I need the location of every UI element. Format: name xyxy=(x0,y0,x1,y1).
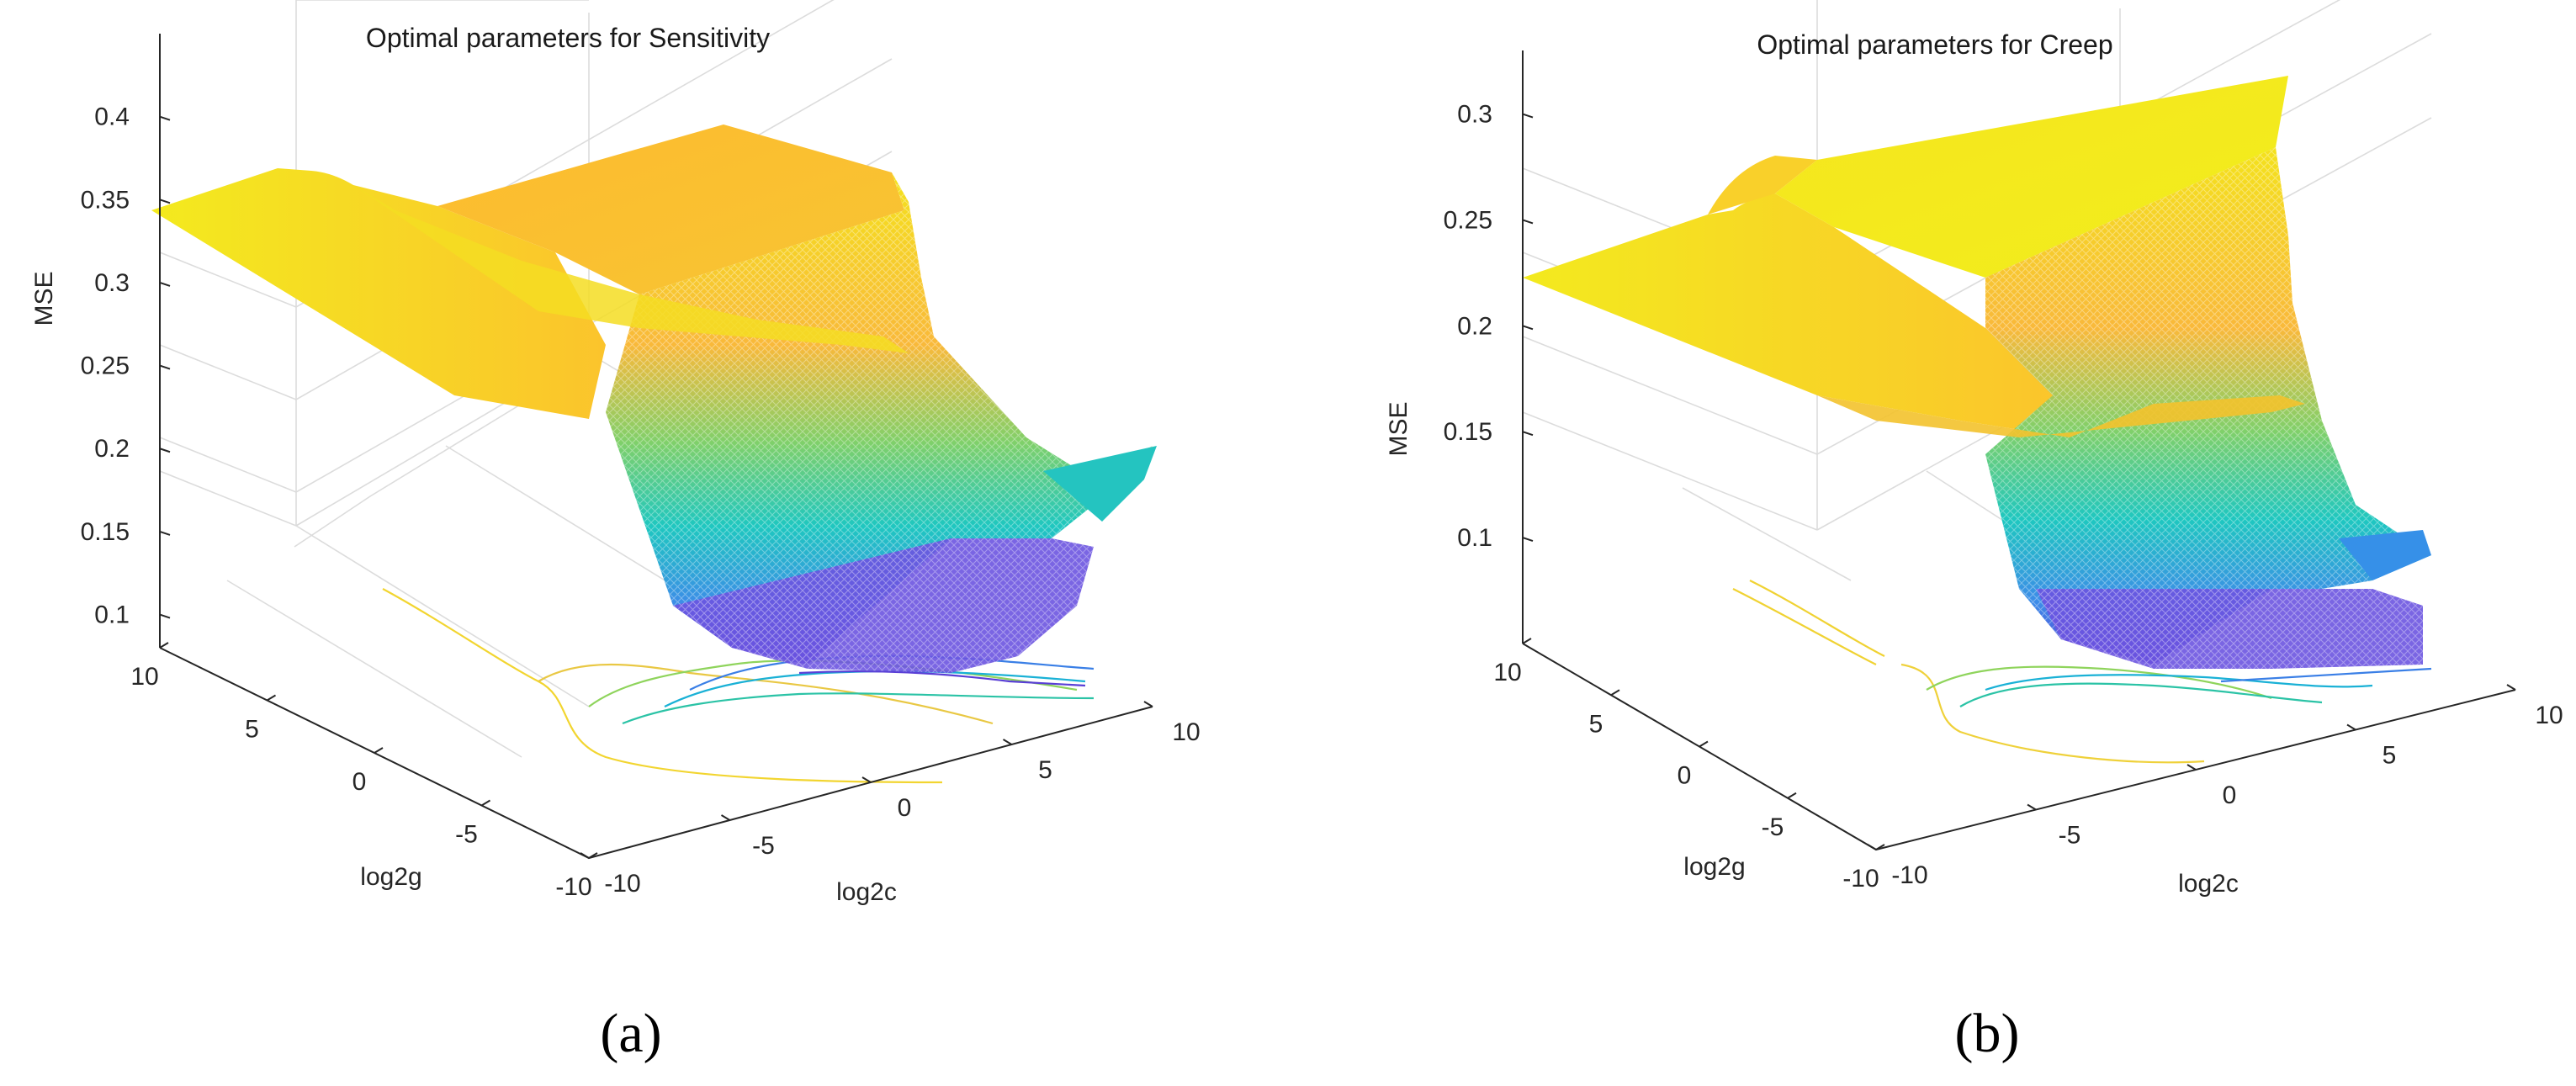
panel-b-xtick-mark xyxy=(2346,723,2356,731)
panel-b-zlabel: MSE xyxy=(1385,401,1413,456)
panel-a-ztick-mark xyxy=(159,448,171,453)
panel-b-ztick-mark xyxy=(1522,325,1534,331)
panel-a-title: Optimal parameters for Sensitivity xyxy=(366,23,770,53)
panel-b: 0.1 0.15 0.2 0.25 0.3 10 5 0 -5 -10 -10 -5 0 5 10 Opti… xyxy=(1385,0,2563,1064)
panel-a-xtick-label: 0 xyxy=(898,794,912,822)
panel-a-xtick-mark xyxy=(1002,739,1013,745)
panel-b-ytick-mark xyxy=(1522,638,1532,644)
panel-a-xtick-label: 5 xyxy=(1038,756,1052,784)
panel-a-xlabel: log2c xyxy=(836,878,897,906)
panel-b-xtick-label: 0 xyxy=(2223,781,2237,809)
panel-a-xtick-label: 10 xyxy=(1172,718,1200,746)
panel-a-zlabel: MSE xyxy=(30,271,58,326)
panel-b-contours xyxy=(1732,580,2432,764)
panel-a-xtick-mark xyxy=(580,852,590,859)
panel-a-contours xyxy=(382,588,1095,784)
panel-b-ytick-label: 0 xyxy=(1678,762,1692,790)
panel-b-ztick-label: 0.1 xyxy=(1457,524,1492,552)
panel-b-caption: (b) xyxy=(1955,1003,2020,1064)
panel-a-xtick-label: -10 xyxy=(604,870,640,898)
panel-b-xtick-mark xyxy=(2506,684,2516,691)
panel-b-ylabel: log2g xyxy=(1683,853,1745,881)
panel-a-ytick-mark xyxy=(374,747,384,754)
panel-b-ytick-label: -5 xyxy=(1762,813,1784,841)
panel-b-ytick-mark xyxy=(1699,740,1709,748)
panel-a-xtick-mark xyxy=(861,776,872,783)
panel-a-ztick-mark xyxy=(159,281,171,287)
panel-a-ztick-mark xyxy=(159,613,171,619)
panel-a-ztick-label: 0.1 xyxy=(94,601,130,629)
panel-a-ztick-label: 0.4 xyxy=(94,103,130,131)
panel-b-xtick-mark xyxy=(2186,764,2197,771)
panel-a-ztick-label: 0.15 xyxy=(81,518,130,546)
panel-b-xtick-mark xyxy=(2027,803,2037,811)
panel-b-ztick-label: 0.3 xyxy=(1457,101,1492,129)
panel-b-xtick-label: 10 xyxy=(2535,702,2563,729)
panel-b-xtick-mark xyxy=(1867,844,1877,850)
panel-b-ztick-mark xyxy=(1522,219,1534,225)
panel-a-ztick-label: 0.35 xyxy=(81,186,130,214)
panel-b-ztick-label: 0.2 xyxy=(1457,312,1492,340)
panel-a-ztick-mark xyxy=(159,199,171,204)
panel-a-ytick-mark xyxy=(480,799,491,807)
panel-a-surface xyxy=(151,124,1157,673)
panel-b-ytick-label: 5 xyxy=(1589,710,1603,738)
panel-a-ytick-label: -10 xyxy=(555,873,591,901)
panel-a-ytick-mark xyxy=(588,852,598,859)
panel-b-title: Optimal parameters for Creep xyxy=(1757,29,2112,60)
panel-a-caption: (a) xyxy=(600,1003,661,1064)
panel-b-ytick-mark xyxy=(1787,792,1797,799)
panel-a-ytick-mark xyxy=(266,694,277,702)
panel-a-ztick-label: 0.25 xyxy=(81,352,130,380)
panel-b-ztick-mark xyxy=(1522,431,1534,437)
panel-b-xtick-label: -10 xyxy=(1891,861,1927,889)
panel-b-xtick-label: -5 xyxy=(2059,822,2081,850)
panel-a-ytick-label: 0 xyxy=(352,768,367,796)
panel-a-xtick-label: -5 xyxy=(752,832,775,860)
panel-a-ztick-mark xyxy=(159,530,171,536)
panel-a-ytick-label: 10 xyxy=(130,663,158,691)
panel-b-ztick-label: 0.15 xyxy=(1444,418,1492,446)
panel-b-ztick-mark xyxy=(1522,113,1534,119)
panel-a-xtick-mark xyxy=(1143,701,1153,707)
panel-a-ytick-label: -5 xyxy=(455,821,478,849)
panel-a: 0.1 0.15 0.2 0.25 0.3 0.35 0.4 10 5 0 -5 -10 -10 -5 0 5… xyxy=(30,0,1201,1064)
panel-b-ytick-mark xyxy=(1875,844,1885,850)
panel-a-ztick-mark xyxy=(159,364,171,370)
panel-a-ztick-mark xyxy=(159,115,171,121)
panel-a-xtick-mark xyxy=(720,814,731,821)
panel-b-ztick-mark xyxy=(1522,537,1534,543)
panel-b-ytick-mark xyxy=(1610,689,1620,697)
panel-b-ytick-label: -10 xyxy=(1842,865,1879,893)
panel-b-xlabel: log2c xyxy=(2178,870,2239,898)
panel-a-ylabel: log2g xyxy=(360,863,421,891)
panel-b-surface xyxy=(1523,76,2431,669)
panel-a-ytick-label: 5 xyxy=(245,716,259,744)
panel-b-xtick-label: 5 xyxy=(2383,742,2397,770)
panel-a-ztick-label: 0.3 xyxy=(94,269,130,297)
panel-a-ytick-mark xyxy=(159,642,169,649)
panel-b-ztick-label: 0.25 xyxy=(1444,206,1492,234)
panel-a-ztick-label: 0.2 xyxy=(94,435,130,463)
panel-b-ytick-label: 10 xyxy=(1493,659,1521,686)
